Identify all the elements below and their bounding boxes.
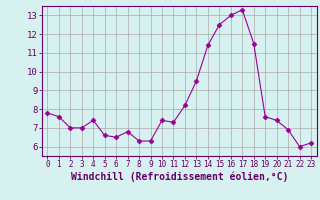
X-axis label: Windchill (Refroidissement éolien,°C): Windchill (Refroidissement éolien,°C) [70,172,288,182]
